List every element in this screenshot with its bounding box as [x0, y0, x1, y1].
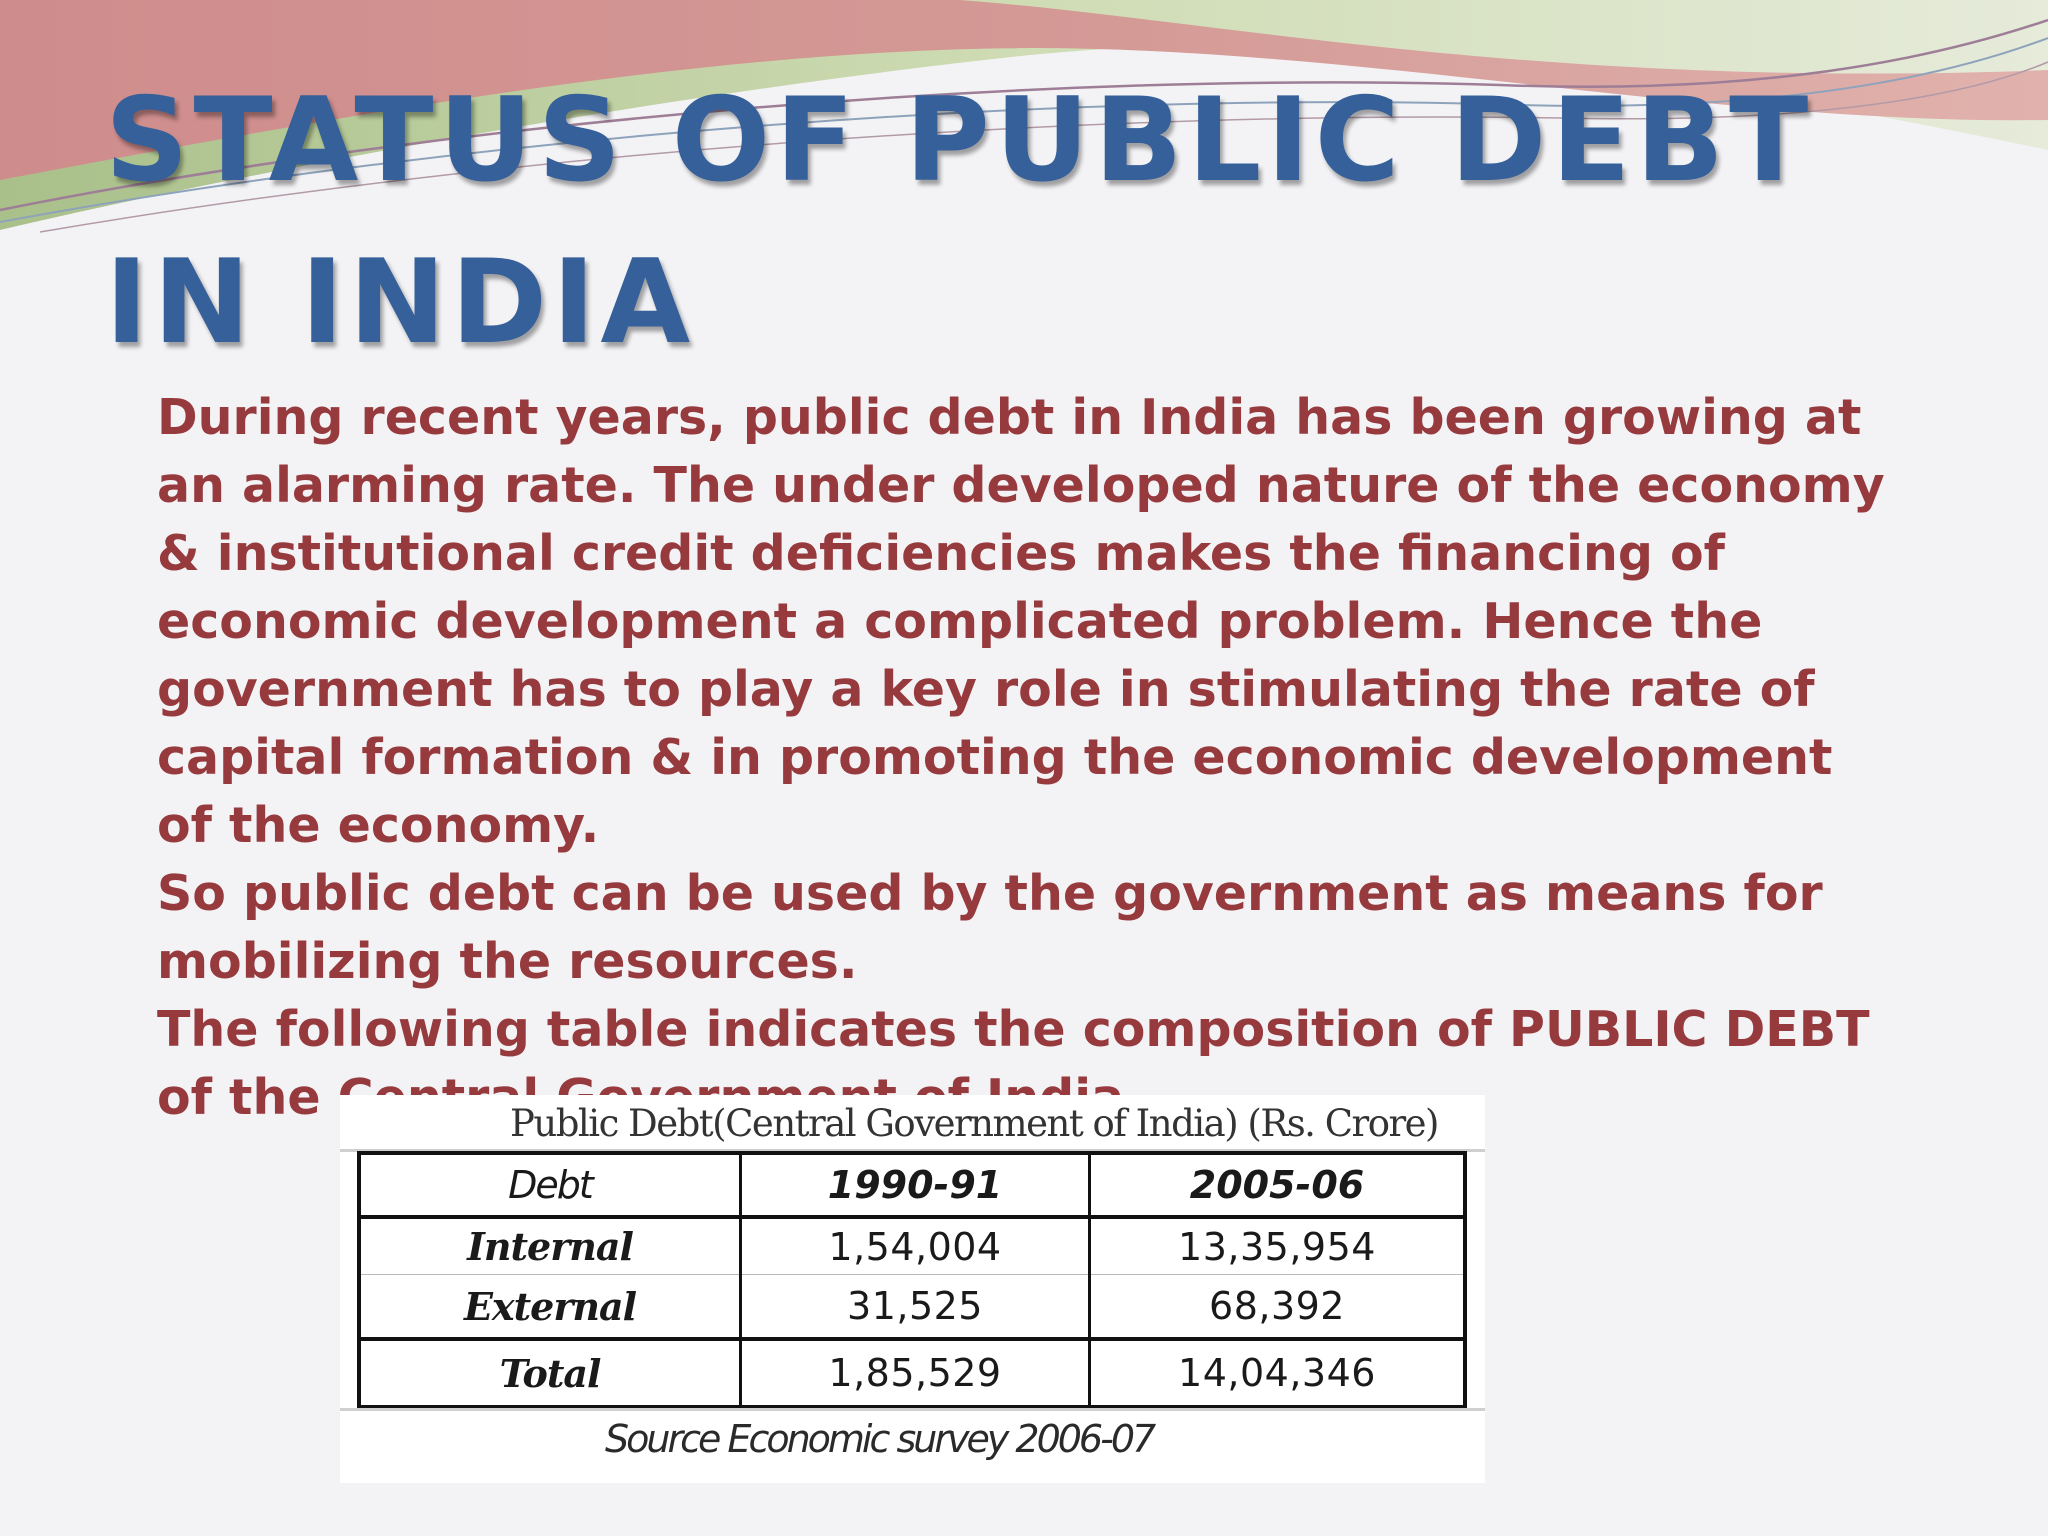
- slide-title: Status of Public Debt in India: [105, 73, 1814, 370]
- external-2005-06-value: 68,392: [1088, 1274, 1467, 1341]
- total-1990-91-value: 1,85,529: [739, 1339, 1091, 1407]
- external-1990-91-value: 31,525: [739, 1274, 1091, 1341]
- mobilizing-paragraph: So public debt can be used by the govern…: [157, 865, 1823, 990]
- table-row: External 31,525 68,392: [357, 1274, 1467, 1341]
- row-label-internal: Internal: [357, 1217, 742, 1275]
- table-row: Total 1,85,529 14,04,346: [357, 1339, 1467, 1407]
- table-caption: Public Debt(Central Government of India)…: [510, 1102, 1440, 1145]
- debt-table-image: Public Debt(Central Government of India)…: [340, 1095, 1485, 1483]
- bottom-rule: [340, 1408, 1485, 1411]
- total-2005-06-value: 14,04,346: [1088, 1339, 1467, 1407]
- top-rule: [340, 1149, 1485, 1152]
- body-text: During recent years, public debt in Indi…: [157, 384, 1897, 1132]
- table-source: Source Economic survey 2006-07: [605, 1417, 1156, 1461]
- intro-paragraph: During recent years, public debt in Indi…: [157, 389, 1885, 854]
- internal-2005-06-value: 13,35,954: [1088, 1217, 1467, 1275]
- header-year-2005-06: 2005-06: [1088, 1153, 1467, 1219]
- table-header-row: Debt 1990-91 2005-06: [357, 1153, 1467, 1219]
- header-year-1990-91: 1990-91: [739, 1153, 1091, 1219]
- row-label-external: External: [357, 1274, 742, 1341]
- internal-1990-91-value: 1,54,004: [739, 1217, 1091, 1275]
- header-debt: Debt: [357, 1153, 742, 1219]
- row-label-total: Total: [357, 1339, 742, 1407]
- table-row: Internal 1,54,004 13,35,954: [357, 1217, 1467, 1275]
- public-debt-table: Debt 1990-91 2005-06 Internal 1,54,004 1…: [357, 1151, 1467, 1409]
